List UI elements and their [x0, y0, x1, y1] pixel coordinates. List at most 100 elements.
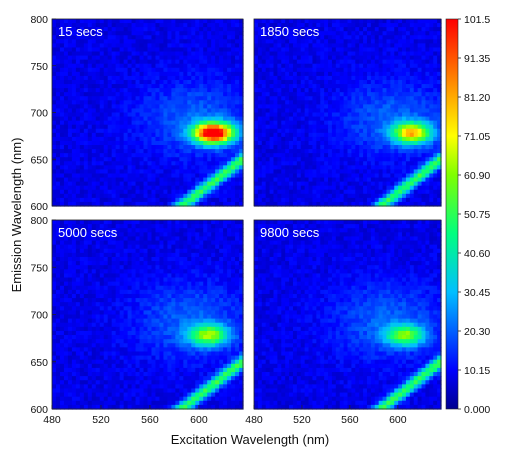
heatmap-cell [111, 55, 117, 61]
heatmap-cell [331, 157, 337, 162]
heatmap-cell [312, 47, 317, 53]
heatmap-cell [355, 177, 360, 183]
heatmap-cell [63, 104, 69, 110]
heatmap-cell [115, 47, 121, 53]
heatmap-cell [211, 265, 216, 270]
heatmap-cell [331, 116, 337, 122]
heatmap-cell [183, 177, 188, 183]
heatmap-cell [378, 165, 384, 171]
heatmap-cell [289, 189, 294, 195]
heatmap-cell [207, 27, 212, 32]
heatmap-cell [335, 100, 341, 105]
heatmap-cell [223, 39, 228, 44]
heatmap-cell [171, 165, 176, 171]
heatmap-cell [227, 132, 232, 138]
heatmap-cell [183, 140, 188, 146]
heatmap-cell [331, 112, 337, 118]
heatmap-cell [151, 228, 157, 233]
heatmap-cell [231, 96, 236, 101]
heatmap-cell [378, 157, 384, 162]
heatmap-cell [398, 120, 403, 126]
heatmap-cell [312, 31, 317, 36]
heatmap-cell [296, 51, 302, 57]
heatmap-cell [75, 248, 81, 254]
heatmap-cell [55, 47, 61, 53]
heatmap-cell [159, 261, 165, 266]
heatmap-cell [409, 128, 415, 134]
heatmap-cell [328, 79, 333, 85]
heatmap-cell [351, 128, 356, 134]
heatmap-cell [215, 132, 220, 138]
heatmap-cell [207, 261, 212, 266]
heatmap-cell [219, 149, 224, 154]
heatmap-cell [135, 124, 141, 130]
heatmap-cell [277, 71, 282, 77]
heatmap-cell [123, 39, 129, 44]
heatmap-cell [261, 47, 267, 53]
heatmap-cell [359, 185, 364, 191]
heatmap-cell [289, 108, 294, 114]
heatmap-cell [79, 27, 85, 32]
heatmap-cell [417, 96, 423, 101]
heatmap-cell [351, 161, 356, 166]
heatmap-cell [175, 265, 180, 270]
heatmap-cell [219, 140, 224, 146]
heatmap-cell [59, 232, 65, 238]
heatmap-cell [254, 19, 259, 24]
heatmap-cell [281, 193, 286, 199]
heatmap-cell [292, 39, 298, 44]
heatmap-cell [83, 149, 89, 154]
heatmap-cell [273, 128, 278, 134]
heatmap-cell [163, 108, 168, 114]
heatmap-cell [382, 173, 388, 179]
heatmap-cell [63, 35, 69, 40]
heatmap-cell [95, 79, 101, 85]
heatmap-cell [261, 145, 267, 150]
heatmap-cell [300, 39, 306, 44]
heatmap-cell [227, 128, 232, 134]
heatmap-cell [119, 248, 125, 254]
heatmap-cell [103, 193, 109, 199]
heatmap-cell [211, 173, 216, 179]
heatmap-cell [261, 165, 267, 171]
heatmap-cell [119, 47, 125, 53]
heatmap-cell [219, 252, 224, 258]
heatmap-cell [339, 63, 345, 69]
heatmap-cell [324, 108, 329, 114]
heatmap-cell [183, 112, 188, 118]
heatmap-cell [103, 59, 109, 65]
heatmap-cell [183, 128, 188, 134]
heatmap-cell [75, 112, 81, 118]
heatmap-cell [304, 140, 310, 146]
heatmap-cell [63, 189, 69, 195]
heatmap-cell [99, 88, 105, 93]
heatmap-cell [324, 43, 329, 49]
heatmap-cell [285, 149, 290, 154]
heatmap-cell [107, 220, 113, 225]
heatmap-cell [91, 136, 97, 142]
heatmap-cell [63, 181, 69, 187]
heatmap-cell [378, 108, 384, 114]
heatmap-cell [316, 88, 321, 93]
heatmap-cell [103, 88, 109, 93]
heatmap-cell [300, 51, 306, 57]
heatmap-cell [374, 197, 380, 203]
heatmap-cell [139, 136, 145, 142]
heatmap-cell [187, 59, 192, 65]
heatmap-cell [409, 47, 415, 53]
heatmap-cell [281, 19, 286, 24]
heatmap-cell [378, 71, 384, 77]
heatmap-cell [265, 189, 271, 195]
heatmap-cell [215, 59, 220, 65]
heatmap-cell [289, 71, 294, 77]
heatmap-cell [429, 197, 434, 203]
heatmap-cell [91, 43, 97, 49]
heatmap-cell [308, 39, 314, 44]
heatmap-cell [59, 100, 65, 105]
heatmap-cell [175, 136, 180, 142]
heatmap-cell [211, 112, 216, 118]
heatmap-cell [103, 124, 109, 130]
heatmap-cell [127, 248, 133, 254]
heatmap-cell [95, 71, 101, 77]
heatmap-cell [273, 100, 278, 105]
